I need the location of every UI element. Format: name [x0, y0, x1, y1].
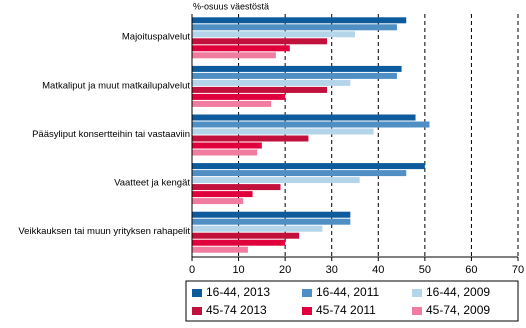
bar: [192, 93, 286, 100]
bar: [192, 45, 290, 52]
bar: [192, 211, 351, 218]
bar: [192, 184, 281, 191]
bar: [192, 191, 253, 198]
category-label: Veikkauksen tai muun yrityksen rahapelit: [18, 226, 190, 237]
bar: [192, 128, 374, 135]
bar: [192, 65, 402, 72]
bar: [192, 177, 360, 184]
x-tick-label: 60: [465, 264, 477, 276]
bar: [192, 72, 397, 79]
bar: [192, 114, 416, 121]
bar: [192, 31, 355, 38]
bar: [192, 246, 248, 253]
bar: [192, 100, 272, 107]
legend-box: [185, 280, 519, 322]
legend-label: 16-44, 2013: [206, 285, 270, 299]
bar: [192, 24, 397, 31]
legend-label: 16-44, 2011: [316, 285, 379, 299]
legend-swatch: [302, 289, 312, 297]
legend-swatch: [192, 307, 202, 315]
bar: [192, 86, 328, 93]
legend-swatch: [412, 289, 422, 297]
bar: [192, 52, 276, 59]
category-label: Majoituspalvelut: [122, 32, 190, 43]
x-tick-label: 10: [232, 264, 244, 276]
x-tick-label: 30: [326, 264, 338, 276]
bar: [192, 135, 309, 142]
legend-label: 16-44, 2009: [426, 285, 490, 299]
legend-swatch: [192, 289, 202, 297]
bar: [192, 198, 244, 205]
legend-swatch: [302, 307, 312, 315]
legend-swatch: [412, 307, 422, 315]
bar: [192, 38, 328, 45]
bar: [192, 17, 407, 24]
bar: [192, 121, 430, 128]
x-tick-label: 40: [372, 264, 384, 276]
bar: [192, 163, 425, 170]
category-label: Vaatteet ja kengät: [114, 177, 190, 188]
x-tick-label: 50: [419, 264, 431, 276]
category-label: Pääsyliput konsertteihin tai vastaaviin: [32, 129, 190, 140]
bar: [192, 149, 258, 156]
legend-label: 45-74 2011: [316, 303, 376, 317]
bar: [192, 225, 323, 232]
x-tick-label: 70: [512, 264, 524, 276]
bar: [192, 79, 351, 86]
bar: [192, 239, 286, 246]
legend-label: 45-74, 2009: [426, 303, 490, 317]
category-label: Matkaliput ja muut matkailupalvelut: [42, 80, 190, 91]
x-tick-label: 0: [189, 264, 195, 276]
x-tick-label: 20: [279, 264, 291, 276]
axis-title: %-osuus väestöstä: [193, 1, 269, 11]
bar: [192, 232, 300, 239]
bar: [192, 142, 262, 149]
legend-label: 45-74 2013: [206, 303, 267, 317]
bar: [192, 170, 407, 177]
bar: [192, 218, 351, 225]
